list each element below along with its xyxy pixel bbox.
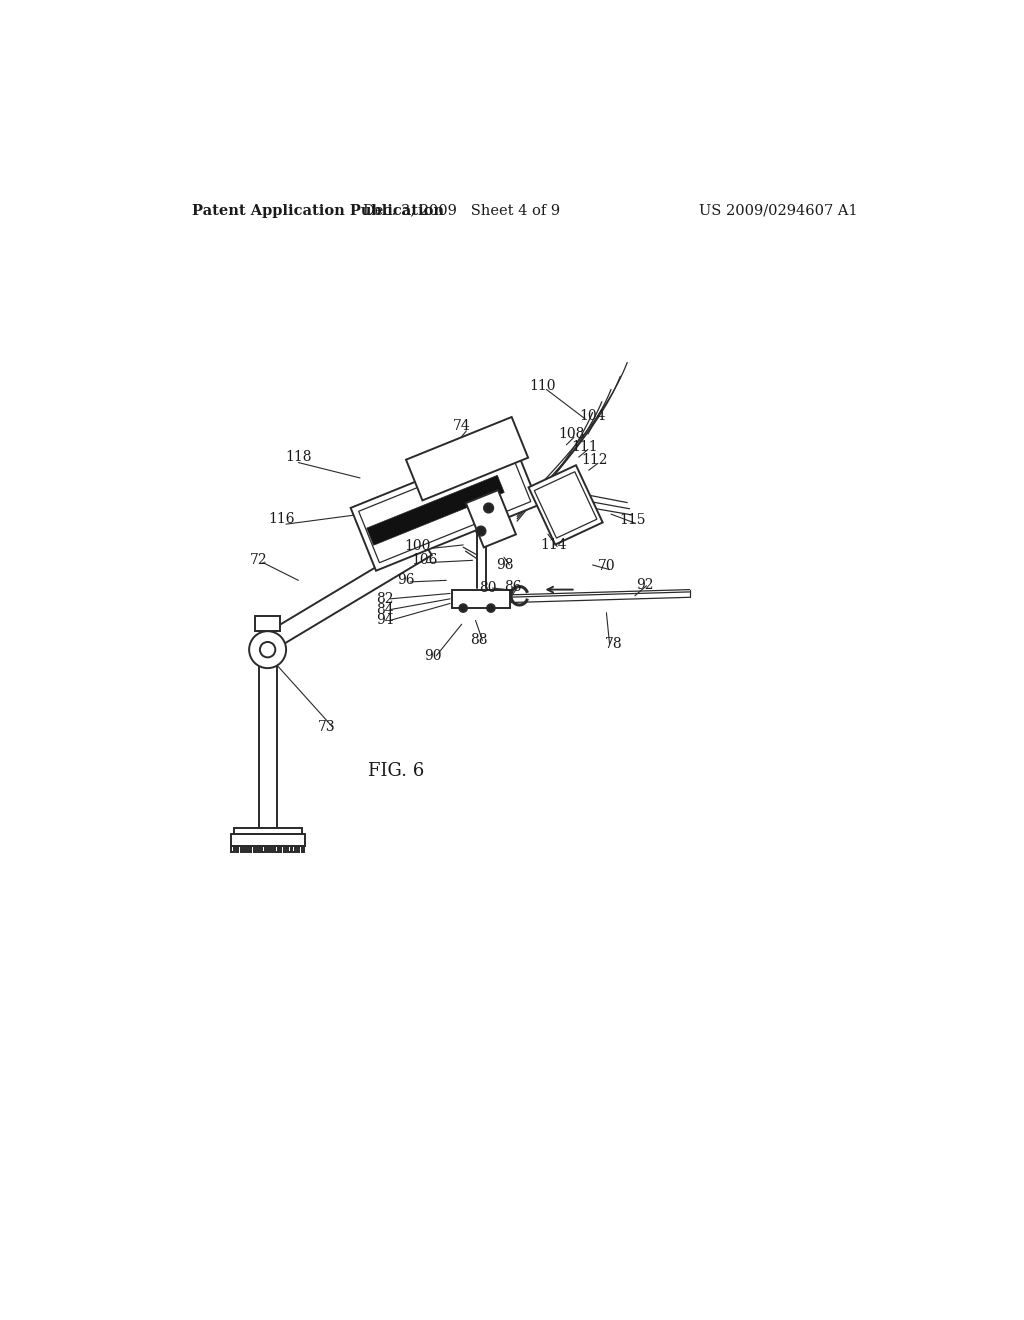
- Circle shape: [260, 642, 275, 657]
- Text: 100: 100: [403, 540, 430, 553]
- Bar: [453, 590, 510, 609]
- Text: 82: 82: [376, 591, 393, 606]
- Bar: [297, 846, 299, 853]
- Text: 80: 80: [479, 581, 497, 595]
- Text: 96: 96: [397, 573, 415, 587]
- Text: 111: 111: [571, 440, 598, 454]
- Text: 116: 116: [268, 512, 295, 525]
- Polygon shape: [358, 450, 530, 562]
- Text: 114: 114: [541, 539, 567, 552]
- Bar: [249, 846, 252, 853]
- Polygon shape: [528, 465, 603, 545]
- Text: 118: 118: [285, 450, 311, 465]
- Bar: [237, 846, 239, 853]
- Bar: [254, 846, 256, 853]
- Bar: [233, 828, 301, 834]
- Circle shape: [476, 527, 485, 536]
- Bar: [284, 846, 286, 853]
- Circle shape: [484, 503, 494, 512]
- Polygon shape: [367, 475, 504, 545]
- Bar: [280, 846, 282, 853]
- Text: 84: 84: [376, 603, 393, 616]
- Bar: [275, 846, 278, 853]
- Bar: [301, 846, 304, 853]
- Bar: [255, 615, 280, 631]
- Text: 104: 104: [580, 409, 606, 424]
- Text: 106: 106: [412, 553, 438, 568]
- Bar: [245, 846, 247, 853]
- Polygon shape: [350, 442, 539, 570]
- Text: 88: 88: [470, 634, 487, 647]
- Bar: [267, 846, 269, 853]
- Text: 115: 115: [620, 513, 646, 527]
- Text: Dec. 3, 2009   Sheet 4 of 9: Dec. 3, 2009 Sheet 4 of 9: [364, 203, 560, 218]
- Text: 73: 73: [318, 719, 336, 734]
- Text: 90: 90: [424, 649, 442, 663]
- Bar: [270, 846, 273, 853]
- Bar: [292, 846, 295, 853]
- Text: 74: 74: [453, 420, 471, 433]
- Text: 98: 98: [496, 558, 513, 572]
- Circle shape: [249, 631, 286, 668]
- Text: 72: 72: [250, 553, 268, 568]
- Text: 78: 78: [605, 636, 623, 651]
- Text: 92: 92: [636, 578, 653, 591]
- Text: FIG. 6: FIG. 6: [368, 762, 424, 780]
- Circle shape: [460, 605, 467, 612]
- Bar: [231, 846, 233, 853]
- Bar: [258, 846, 260, 853]
- Text: 110: 110: [529, 379, 556, 392]
- Text: 108: 108: [558, 428, 584, 441]
- Text: US 2009/0294607 A1: US 2009/0294607 A1: [698, 203, 857, 218]
- Bar: [262, 846, 264, 853]
- Bar: [259, 657, 276, 834]
- Bar: [289, 846, 291, 853]
- Polygon shape: [535, 471, 597, 539]
- Text: 112: 112: [582, 453, 608, 467]
- Bar: [230, 834, 304, 846]
- Circle shape: [487, 605, 495, 612]
- Text: 94: 94: [376, 614, 393, 627]
- Bar: [241, 846, 243, 853]
- Text: 86: 86: [504, 579, 521, 594]
- Text: Patent Application Publication: Patent Application Publication: [193, 203, 444, 218]
- Text: 70: 70: [598, 560, 615, 573]
- Polygon shape: [272, 540, 432, 645]
- Polygon shape: [466, 490, 516, 548]
- Polygon shape: [406, 417, 528, 500]
